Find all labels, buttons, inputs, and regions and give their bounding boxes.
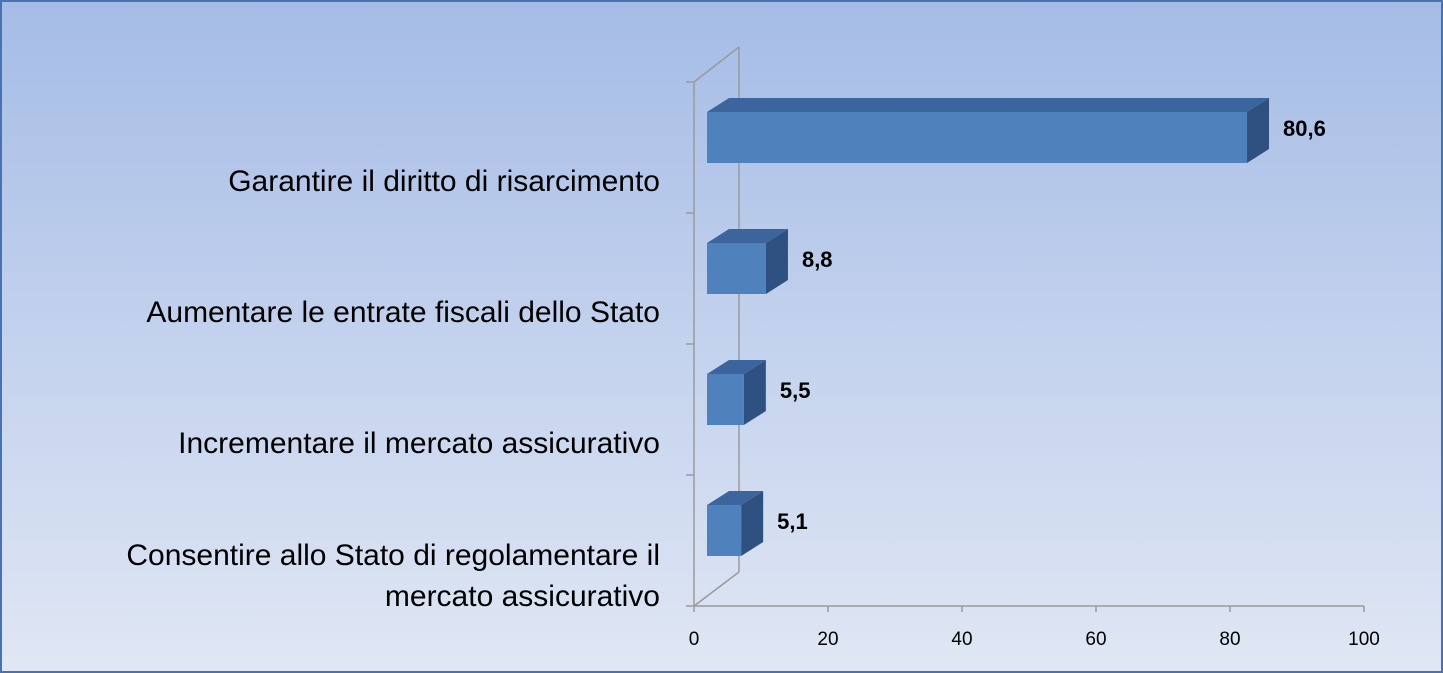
category-line: Aumentare le entrate fiscali dello Stato	[146, 296, 660, 329]
bar-side	[741, 491, 764, 556]
bar-top	[707, 98, 1270, 112]
bar-front	[707, 112, 1248, 163]
value-label: 80,6	[1283, 116, 1326, 141]
bar	[707, 491, 764, 556]
bar	[707, 360, 766, 425]
x-tick-label: 40	[951, 629, 972, 650]
bar-front	[707, 374, 744, 425]
bar-front	[707, 243, 766, 294]
x-tick-label: 100	[1348, 629, 1380, 650]
category-line: Consentire allo Stato di regolamentare i…	[126, 539, 660, 572]
x-tick-label: 80	[1219, 629, 1240, 650]
category-label: Incrementare il mercato assicurativo	[178, 427, 660, 460]
category-line: Incrementare il mercato assicurativo	[178, 427, 660, 460]
bar-top	[707, 360, 766, 374]
value-label: 8,8	[802, 247, 833, 272]
category-line: mercato assicurativo	[385, 580, 660, 613]
bar-side	[765, 229, 788, 294]
x-tick-label: 0	[689, 629, 700, 650]
bar-top	[707, 229, 788, 243]
category-label: Aumentare le entrate fiscali dello Stato	[146, 296, 660, 329]
category-label: Garantire il diritto di risarcimento	[228, 165, 660, 198]
x-tick-label: 20	[817, 629, 838, 650]
category-label: Consentire allo Stato di regolamentare i…	[126, 539, 660, 613]
bar-front	[707, 505, 742, 556]
x-tick-label: 60	[1085, 629, 1106, 650]
category-line: Garantire il diritto di risarcimento	[228, 165, 660, 198]
value-label: 5,5	[780, 378, 811, 403]
bar-top	[707, 491, 764, 505]
value-label: 5,1	[777, 509, 808, 534]
bar-side	[1247, 98, 1270, 163]
bar-side	[743, 360, 766, 425]
bar	[707, 229, 788, 294]
bar	[707, 98, 1270, 163]
